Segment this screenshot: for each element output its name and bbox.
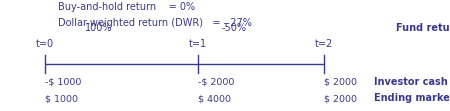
Text: $ 4000: $ 4000 bbox=[198, 94, 231, 103]
Text: Dollar-weighted return (DWR)   = - 27%: Dollar-weighted return (DWR) = - 27% bbox=[58, 18, 252, 28]
Text: Buy-and-hold return    = 0%: Buy-and-hold return = 0% bbox=[58, 2, 196, 12]
Text: -50%: -50% bbox=[221, 23, 247, 33]
Text: Investor cash flows: Investor cash flows bbox=[374, 77, 450, 87]
Text: $ 2000: $ 2000 bbox=[324, 78, 357, 87]
Text: Fund returns: Fund returns bbox=[396, 23, 450, 33]
Text: $ 1000: $ 1000 bbox=[45, 94, 78, 103]
Text: t=1: t=1 bbox=[189, 39, 207, 49]
Text: t=2: t=2 bbox=[315, 39, 333, 49]
Text: Ending market values: Ending market values bbox=[374, 93, 450, 103]
Text: -$ 2000: -$ 2000 bbox=[198, 78, 234, 87]
Text: t=0: t=0 bbox=[36, 39, 54, 49]
Text: $ 2000: $ 2000 bbox=[324, 94, 357, 103]
Text: -$ 1000: -$ 1000 bbox=[45, 78, 81, 87]
Text: 100%: 100% bbox=[85, 23, 113, 33]
